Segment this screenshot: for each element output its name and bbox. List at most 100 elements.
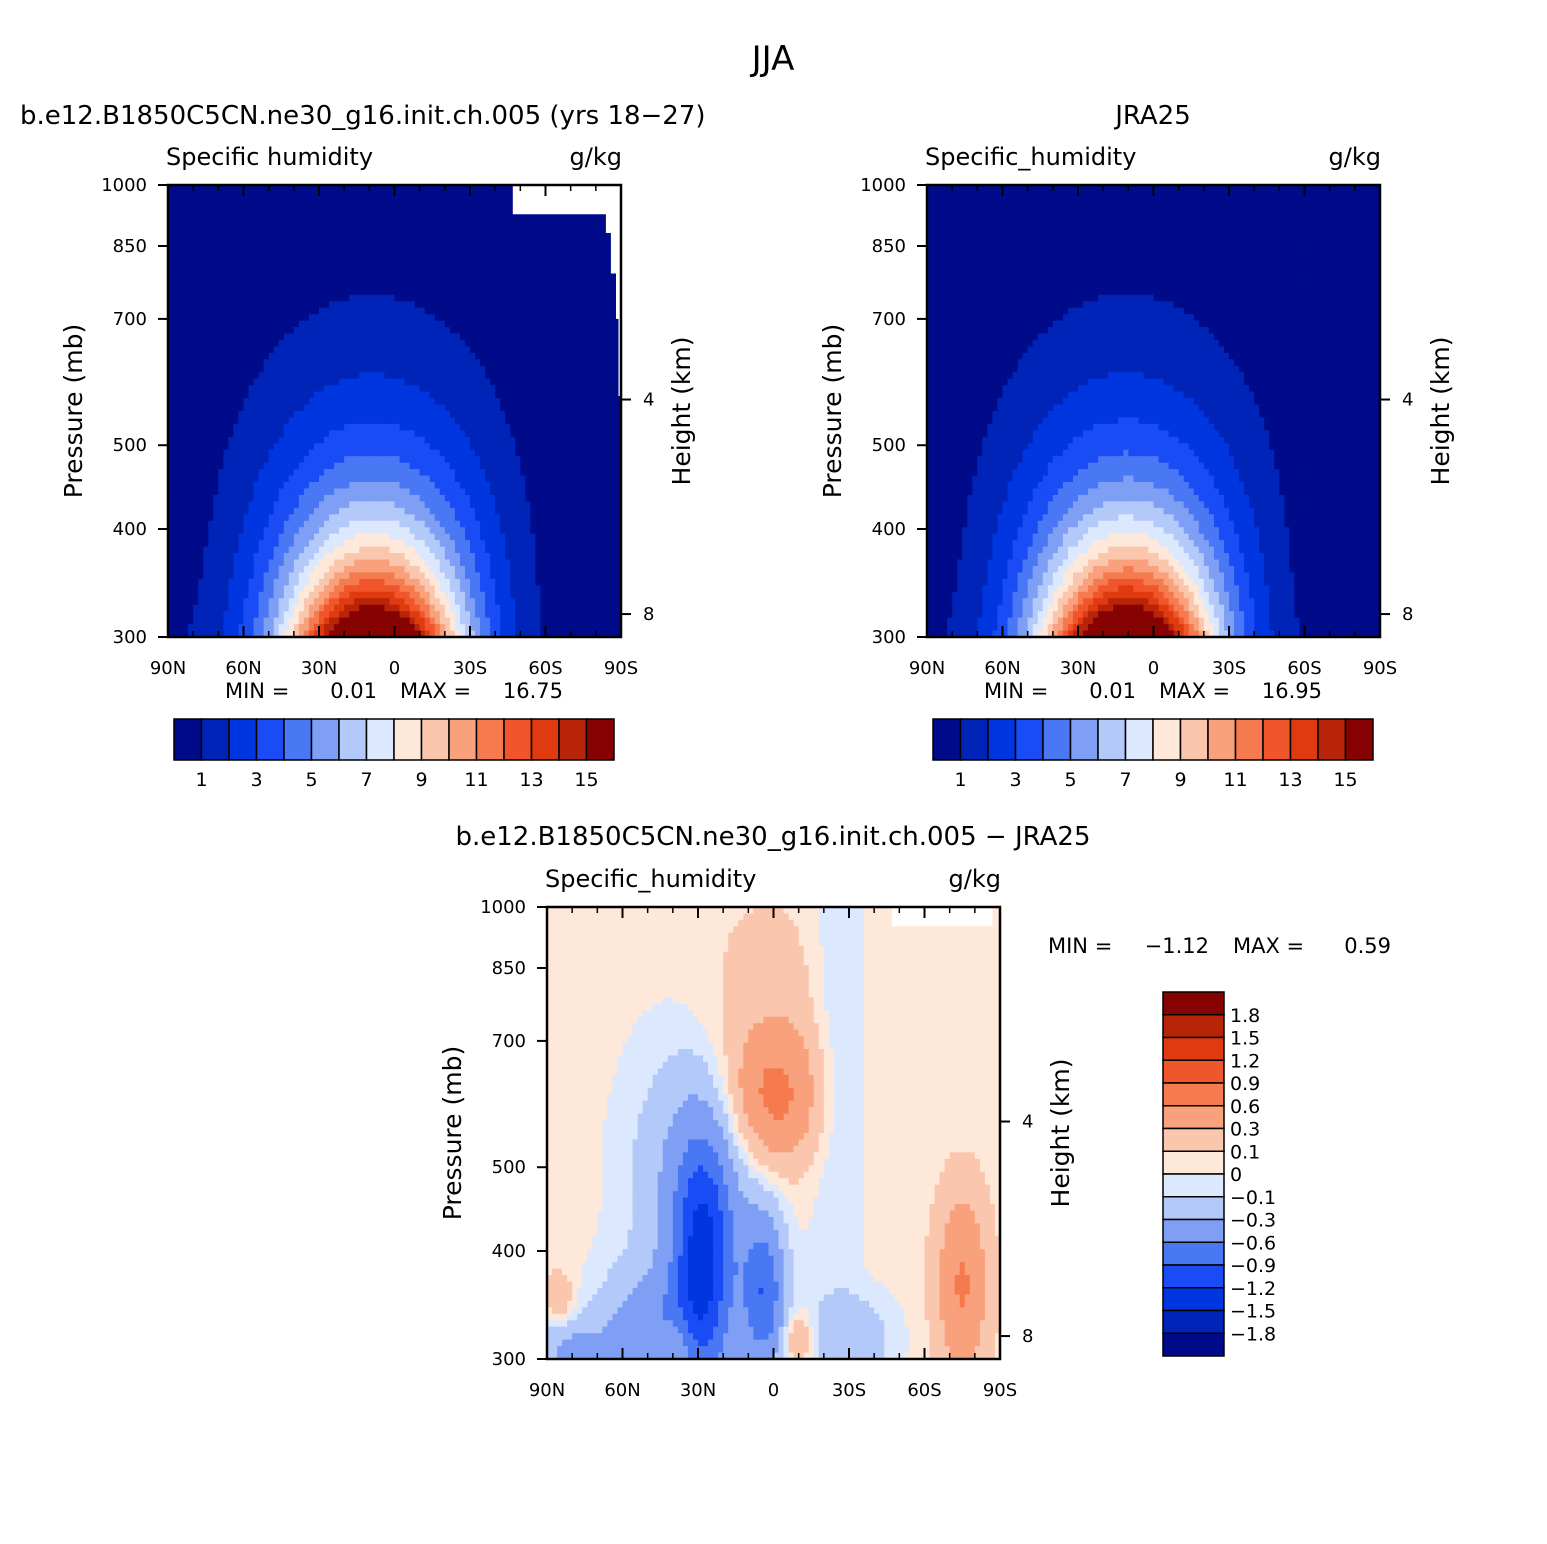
contour-cell [414, 327, 421, 335]
contour-cell [530, 494, 537, 502]
contour-cell [298, 423, 305, 431]
contour-cell [600, 301, 607, 309]
contour-cell [354, 223, 360, 231]
contour-cell [329, 346, 335, 354]
contour-cell [580, 365, 587, 373]
contour-cell [414, 352, 421, 360]
contour-cell [525, 398, 531, 406]
contour-cell [223, 365, 229, 373]
contour-cell [575, 346, 582, 354]
contour-cell [520, 423, 526, 431]
contour-cell [293, 294, 300, 302]
contour-cell [364, 249, 370, 257]
contour-cell [349, 301, 355, 309]
contour-cell [298, 527, 305, 535]
contour-cell [520, 288, 526, 296]
contour-cell [374, 359, 380, 367]
contour-cell [349, 223, 355, 231]
contour-cell [590, 482, 597, 490]
contour-cell [389, 423, 396, 431]
contour-cell [188, 430, 194, 438]
contour-cell [329, 236, 335, 244]
contour-cell [444, 249, 451, 257]
contour-cell [268, 346, 275, 354]
contour-cell [394, 268, 401, 276]
contour-cell [218, 520, 224, 528]
contour-cell [313, 501, 320, 509]
contour-cell [319, 443, 325, 451]
contour-cell [470, 262, 476, 270]
contour-cell [268, 507, 275, 515]
contour-cell [278, 488, 285, 496]
contour-cell [525, 443, 531, 451]
contour-cell [485, 443, 491, 451]
contour-cell [470, 423, 476, 431]
contour-cell [394, 243, 401, 251]
contour-cell [600, 314, 607, 322]
contour-cell [555, 268, 562, 276]
contour-cell [590, 520, 597, 528]
contour-cell [374, 268, 380, 276]
contour-cell [454, 352, 461, 360]
contour-cell [283, 475, 290, 483]
contour-cell [525, 281, 531, 289]
contour-cell [273, 417, 280, 425]
contour-cell [344, 204, 350, 212]
contour-cell [605, 430, 612, 438]
contour-cell [419, 520, 426, 528]
contour-cell [183, 443, 189, 451]
contour-cell [384, 339, 391, 348]
contour-cell [500, 469, 506, 477]
contour-cell [530, 507, 537, 515]
contour-cell [565, 333, 572, 341]
contour-cell [379, 236, 386, 244]
contour-cell [283, 488, 290, 496]
contour-cell [374, 443, 380, 451]
contour-cell [555, 527, 562, 535]
contour-cell [454, 507, 461, 515]
contour-cell [303, 456, 310, 464]
contour-cell [530, 307, 537, 315]
contour-cell [610, 449, 617, 457]
contour-cell [283, 378, 290, 386]
contour-cell [223, 223, 229, 231]
contour-cell [475, 462, 481, 470]
contour-cell [198, 527, 204, 535]
contour-cell [590, 423, 597, 431]
contour-cell [605, 462, 612, 470]
contour-cell [303, 520, 310, 528]
contour-cell [379, 540, 386, 548]
contour-cell [168, 185, 174, 193]
contour-cell [258, 249, 265, 257]
contour-cell [319, 469, 325, 477]
contour-cell [525, 217, 531, 225]
contour-cell [243, 275, 250, 283]
contour-cell [495, 314, 501, 322]
contour-cell [349, 333, 355, 341]
contour-cell [303, 333, 310, 341]
contour-cell [273, 327, 280, 335]
contour-cell [258, 185, 265, 193]
contour-cell [404, 281, 411, 289]
contour-cell [595, 352, 602, 360]
contour-cell [444, 404, 451, 412]
contour-cell [263, 185, 270, 193]
contour-cell [253, 417, 260, 425]
contour-cell [364, 385, 370, 393]
contour-cell [424, 327, 431, 335]
contour-cell [485, 339, 491, 348]
contour-cell [303, 236, 310, 244]
contour-cell [198, 223, 204, 231]
contour-cell [213, 540, 219, 548]
contour-cell [308, 223, 315, 231]
contour-cell [399, 533, 406, 541]
contour-cell [218, 262, 224, 270]
contour-cell [545, 333, 552, 341]
contour-cell [308, 191, 315, 199]
contour-cell [173, 482, 179, 490]
contour-cell [183, 514, 189, 522]
contour-cell [429, 210, 436, 218]
contour-cell [364, 456, 370, 464]
contour-cell [319, 391, 325, 399]
contour-cell [475, 391, 481, 399]
